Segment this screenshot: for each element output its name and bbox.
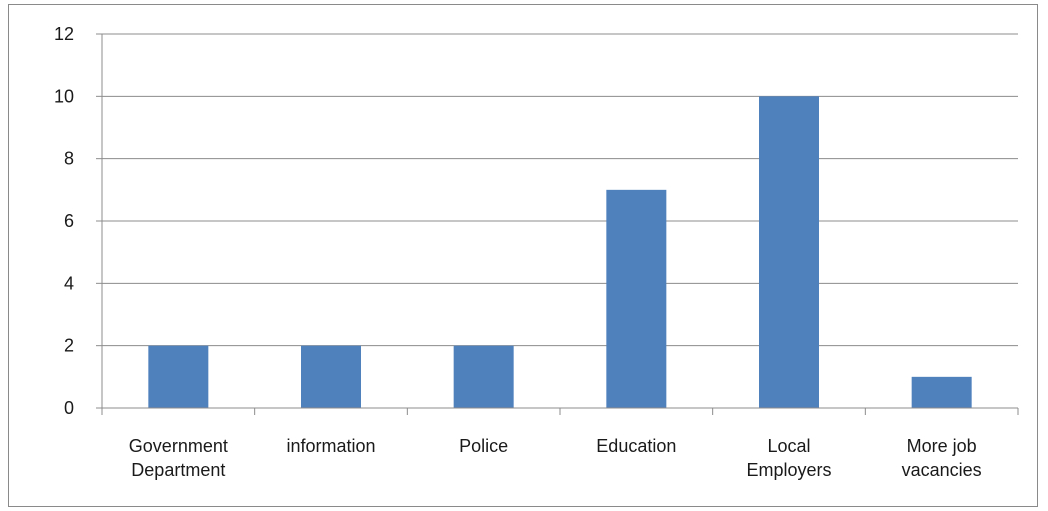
gridlines	[102, 33, 1018, 347]
y-tick-label: 6	[64, 211, 74, 231]
x-category-label: More job vacancies	[902, 436, 982, 480]
x-category-label: Police	[459, 436, 508, 456]
x-axis-labels: Government Department information Police Edu…	[129, 436, 982, 480]
y-tick-label: 8	[64, 149, 74, 169]
chart-frame	[8, 4, 1038, 507]
y-tick-label: 4	[64, 273, 74, 293]
bar	[453, 345, 514, 408]
y-tick-label: 10	[54, 86, 74, 106]
axes	[101, 34, 1019, 415]
y-tick-label: 12	[54, 24, 74, 44]
x-category-label: information	[286, 436, 375, 456]
bars	[148, 96, 972, 408]
bar	[148, 345, 209, 408]
bar	[759, 96, 819, 408]
y-tick-label: 2	[64, 336, 74, 356]
bar	[911, 376, 972, 408]
x-category-label: Government Department	[129, 436, 228, 480]
y-tick-label: 0	[64, 398, 74, 418]
bar	[301, 345, 361, 408]
x-category-label: Local Employers	[746, 436, 831, 480]
bar	[606, 189, 667, 408]
x-category-label: Education	[596, 436, 676, 456]
y-axis-ticks: 0 2 4 6 8 10 12	[54, 24, 102, 418]
